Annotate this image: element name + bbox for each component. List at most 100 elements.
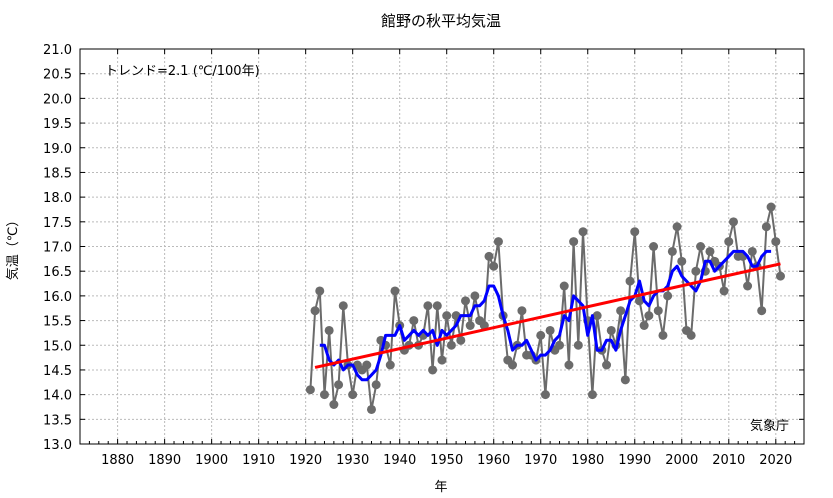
annual-data-point — [446, 340, 456, 350]
annual-data-point — [728, 217, 738, 227]
annual-data-point — [620, 375, 630, 385]
annual-data-point — [559, 281, 569, 291]
x-tick-label: 1910 — [242, 453, 275, 468]
annual-data-point — [602, 360, 612, 370]
annual-data-point — [686, 330, 696, 340]
source-label: 気象庁 — [750, 418, 789, 434]
annual-data-point — [644, 311, 654, 321]
annual-data-point — [423, 301, 433, 311]
annual-data-point — [634, 296, 644, 306]
x-tick-label: 1880 — [101, 453, 134, 468]
y-tick-label: 13.0 — [43, 438, 72, 453]
y-tick-label: 13.5 — [43, 413, 72, 428]
annual-data-point — [348, 390, 358, 400]
x-tick-label: 2020 — [759, 453, 792, 468]
annual-data-point — [775, 271, 785, 281]
moving-average-line — [319, 249, 772, 382]
annual-data-point — [432, 301, 442, 311]
annual-data-point — [545, 325, 555, 335]
chart-title: 館野の秋平均気温 — [381, 12, 501, 30]
annual-data-point — [587, 390, 597, 400]
annual-data-point — [616, 306, 626, 316]
annual-data-point — [428, 365, 438, 375]
plot-frame — [79, 48, 805, 445]
annual-data-point — [555, 340, 565, 350]
annual-data-point — [470, 291, 480, 301]
annual-data-point — [484, 251, 494, 261]
annual-data-point — [437, 355, 447, 365]
y-tick-label: 18.5 — [43, 166, 72, 181]
annual-data-point — [691, 266, 701, 276]
annual-data-point — [761, 222, 771, 232]
grid — [79, 48, 805, 445]
annual-data-point — [465, 321, 475, 330]
annual-data-point — [517, 306, 527, 316]
annual-data-point — [324, 325, 334, 335]
annual-data-point — [625, 276, 635, 286]
annual-data-point — [334, 380, 344, 390]
x-tick-label: 1890 — [148, 453, 181, 468]
annual-data-point — [743, 281, 753, 291]
y-tick-label: 17.5 — [43, 216, 72, 231]
x-tick-label: 1960 — [477, 453, 510, 468]
trend-line — [314, 262, 781, 369]
annual-data-point — [663, 291, 673, 301]
x-axis-label: 年 — [434, 480, 447, 495]
annual-data-point — [310, 306, 320, 316]
trend-annotation: トレンド=2.1 (℃/100年) — [105, 64, 260, 79]
annual-data-point — [305, 385, 315, 395]
annual-data-point — [747, 246, 757, 256]
y-tick-label: 14.0 — [43, 389, 72, 404]
y-tick-label: 21.0 — [43, 43, 72, 58]
x-tick-label: 1900 — [195, 453, 228, 468]
annual-data-point — [667, 246, 677, 256]
annual-data-point — [362, 360, 372, 370]
annual-data-point — [390, 286, 400, 296]
annual-data-point — [564, 360, 574, 370]
annual-data-point — [677, 256, 687, 266]
x-tick-label: 1950 — [430, 453, 463, 468]
y-tick-labels: 13.0 13.5 14.0 14.5 15.0 15.5 16.0 16.5 17.0 17.5… — [43, 43, 72, 453]
annual-data-point — [578, 227, 588, 237]
annual-data-point — [592, 311, 602, 321]
x-tick-label: 1970 — [524, 453, 557, 468]
annual-data-point — [371, 380, 381, 390]
annual-data-point — [719, 286, 729, 296]
annual-data-point — [315, 286, 325, 296]
annual-data-point — [653, 306, 663, 316]
annual-data-point — [639, 321, 649, 330]
series-layer — [305, 202, 785, 414]
y-tick-label: 20.0 — [43, 92, 72, 107]
y-tick-label: 17.0 — [43, 241, 72, 256]
annual-data-point — [705, 246, 715, 256]
annual-data-point — [630, 227, 640, 237]
annual-data-point — [329, 400, 339, 409]
annual-data-point — [757, 306, 767, 316]
annual-data-point — [489, 261, 499, 271]
y-tick-label: 16.0 — [43, 290, 72, 305]
annual-data-point — [442, 311, 452, 321]
annual-data-point — [536, 330, 546, 340]
annual-data-point — [508, 360, 518, 370]
x-tick-label: 1940 — [383, 453, 416, 468]
x-tick-label: 2000 — [665, 453, 698, 468]
y-tick-label: 19.0 — [43, 142, 72, 157]
annual-data-point — [606, 325, 616, 335]
annual-data-point — [338, 301, 348, 311]
annual-data-point — [461, 296, 471, 306]
annual-data-point — [696, 242, 706, 251]
annual-data-point — [366, 404, 376, 414]
x-tick-label: 1990 — [618, 453, 651, 468]
y-tick-label: 16.5 — [43, 265, 72, 280]
annual-data-point — [569, 237, 579, 247]
x-tick-label: 1980 — [571, 453, 604, 468]
y-tick-label: 14.5 — [43, 364, 72, 379]
y-axis-label: 気温（℃） — [5, 214, 21, 281]
annual-data-point — [540, 390, 550, 400]
annual-data-point — [771, 237, 781, 247]
y-tick-label: 15.0 — [43, 339, 72, 354]
annual-data-point — [672, 222, 682, 232]
annual-data-point — [319, 390, 329, 400]
annual-data-point — [493, 237, 503, 247]
